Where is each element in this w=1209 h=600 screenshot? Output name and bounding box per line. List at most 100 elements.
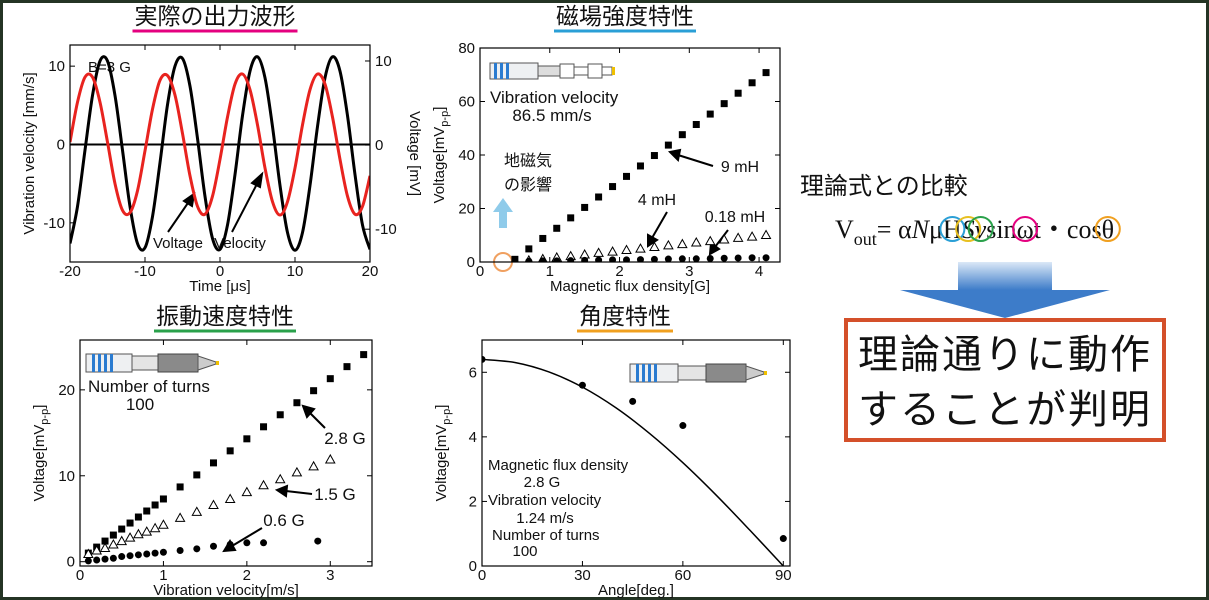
y-axis-label-part: Voltage[mV (431, 127, 448, 204)
marker-circle (679, 255, 686, 262)
annotation: 地磁気 (504, 152, 552, 170)
y-axis-label-part: Voltage[mV (433, 425, 450, 502)
marker-square (623, 173, 630, 180)
comparison-heading: 理論式との比較 (800, 173, 968, 200)
y-tick-label: 4 (469, 429, 477, 446)
annotation: 86.5 mm/s (512, 106, 591, 125)
y2-tick-label: 0 (375, 137, 383, 154)
marker-square (581, 204, 588, 211)
marker-square (210, 459, 217, 466)
annotation: Vibration velocity (488, 492, 602, 509)
marker-circle (780, 535, 787, 542)
y-tick-label: 0 (467, 254, 475, 271)
marker-circle (193, 545, 200, 552)
annotation: Voltage (153, 235, 203, 252)
conclusion-line: 理論通りに動作 (858, 333, 1152, 377)
annotation: 100 (512, 543, 537, 560)
marker-square (637, 162, 644, 169)
formula-part: N (911, 215, 931, 244)
marker-circle (629, 398, 636, 405)
marker-circle (143, 550, 150, 557)
x-tick-label: 20 (362, 263, 379, 280)
marker-square (193, 471, 200, 478)
formula-part: = α (877, 215, 912, 244)
y-tick-label: 6 (469, 364, 477, 381)
y-axis-label-part: ] (31, 405, 48, 409)
marker-circle (93, 556, 100, 563)
marker-square (343, 363, 350, 370)
marker-square (749, 79, 756, 86)
marker-square (127, 520, 134, 527)
x-tick-label: 90 (775, 567, 792, 584)
marker-square (735, 90, 742, 97)
y-axis-label-part: p-p (441, 409, 453, 425)
marker-circle (102, 556, 109, 563)
x-axis-label: Time [μs] (189, 278, 250, 295)
probe-icon (630, 364, 767, 382)
x-tick-label: 10 (287, 263, 304, 280)
marker-square (118, 526, 125, 533)
marker-square (665, 142, 672, 149)
marker-circle (749, 254, 756, 261)
marker-circle (152, 550, 159, 557)
marker-circle (85, 557, 92, 564)
marker-square (243, 435, 250, 442)
chart-title: 角度特性 (579, 303, 671, 329)
marker-circle (227, 541, 234, 548)
marker-circle (735, 254, 742, 261)
marker-square (152, 501, 159, 508)
marker-circle (693, 255, 700, 262)
x-tick-label: 60 (675, 567, 692, 584)
y-tick-label: 20 (458, 201, 475, 218)
x-tick-label: 0 (478, 567, 486, 584)
y-axis-label-part: ] (433, 405, 450, 409)
annotation: 100 (126, 395, 154, 414)
marker-square (553, 225, 560, 232)
slide: B=3 G Voltage Velocity Vibration velocit… (0, 0, 1209, 600)
annotation: 0.6 G (263, 511, 305, 530)
annotation: 2.8 G (324, 429, 366, 448)
marker-square (567, 214, 574, 221)
marker-circle (721, 255, 728, 262)
y2-tick-label: 10 (375, 53, 392, 70)
annotation: Vibration velocity (490, 88, 619, 107)
annotation: Number of turns (492, 527, 600, 544)
page: {"chart_data": [ {"type": "line", "title… (0, 0, 1209, 600)
marker-square (721, 100, 728, 107)
chart-title: 磁場強度特性 (556, 3, 694, 29)
marker-square (227, 447, 234, 454)
y-axis-label-part: ] (431, 107, 448, 111)
marker-square (539, 235, 546, 242)
marker-circle (210, 543, 217, 550)
x-tick-label: -10 (134, 263, 156, 280)
marker-square (293, 399, 300, 406)
x-tick-label: -20 (59, 263, 81, 280)
y-tick-label: 40 (458, 147, 475, 164)
formula-part: out (854, 229, 877, 249)
y-tick-label: 0 (469, 558, 477, 575)
marker-square (609, 183, 616, 190)
marker-circle (160, 549, 167, 556)
y-axis-label: Vibration velocity [mm/s] (21, 72, 38, 234)
x-tick-label: 30 (574, 567, 591, 584)
marker-circle (763, 254, 770, 261)
marker-square (327, 375, 334, 382)
marker-circle (110, 555, 117, 562)
formula-part: V (835, 215, 854, 244)
marker-square (260, 423, 267, 430)
marker-square (651, 152, 658, 159)
annotation: 4 mH (638, 192, 676, 209)
conclusion-line: することが判明 (858, 388, 1152, 432)
marker-square (310, 387, 317, 394)
marker-square (177, 483, 184, 490)
y-axis-label-part: Voltage[mV (31, 425, 48, 502)
marker-circle (243, 539, 250, 546)
annotation: Number of turns (88, 377, 210, 396)
y-tick-label: 10 (58, 468, 75, 485)
marker-square (110, 532, 117, 539)
marker-circle (135, 551, 142, 558)
y-tick-label: 60 (458, 94, 475, 111)
marker-circle (177, 547, 184, 554)
x-tick-label: 3 (326, 567, 334, 584)
marker-square (763, 69, 770, 76)
